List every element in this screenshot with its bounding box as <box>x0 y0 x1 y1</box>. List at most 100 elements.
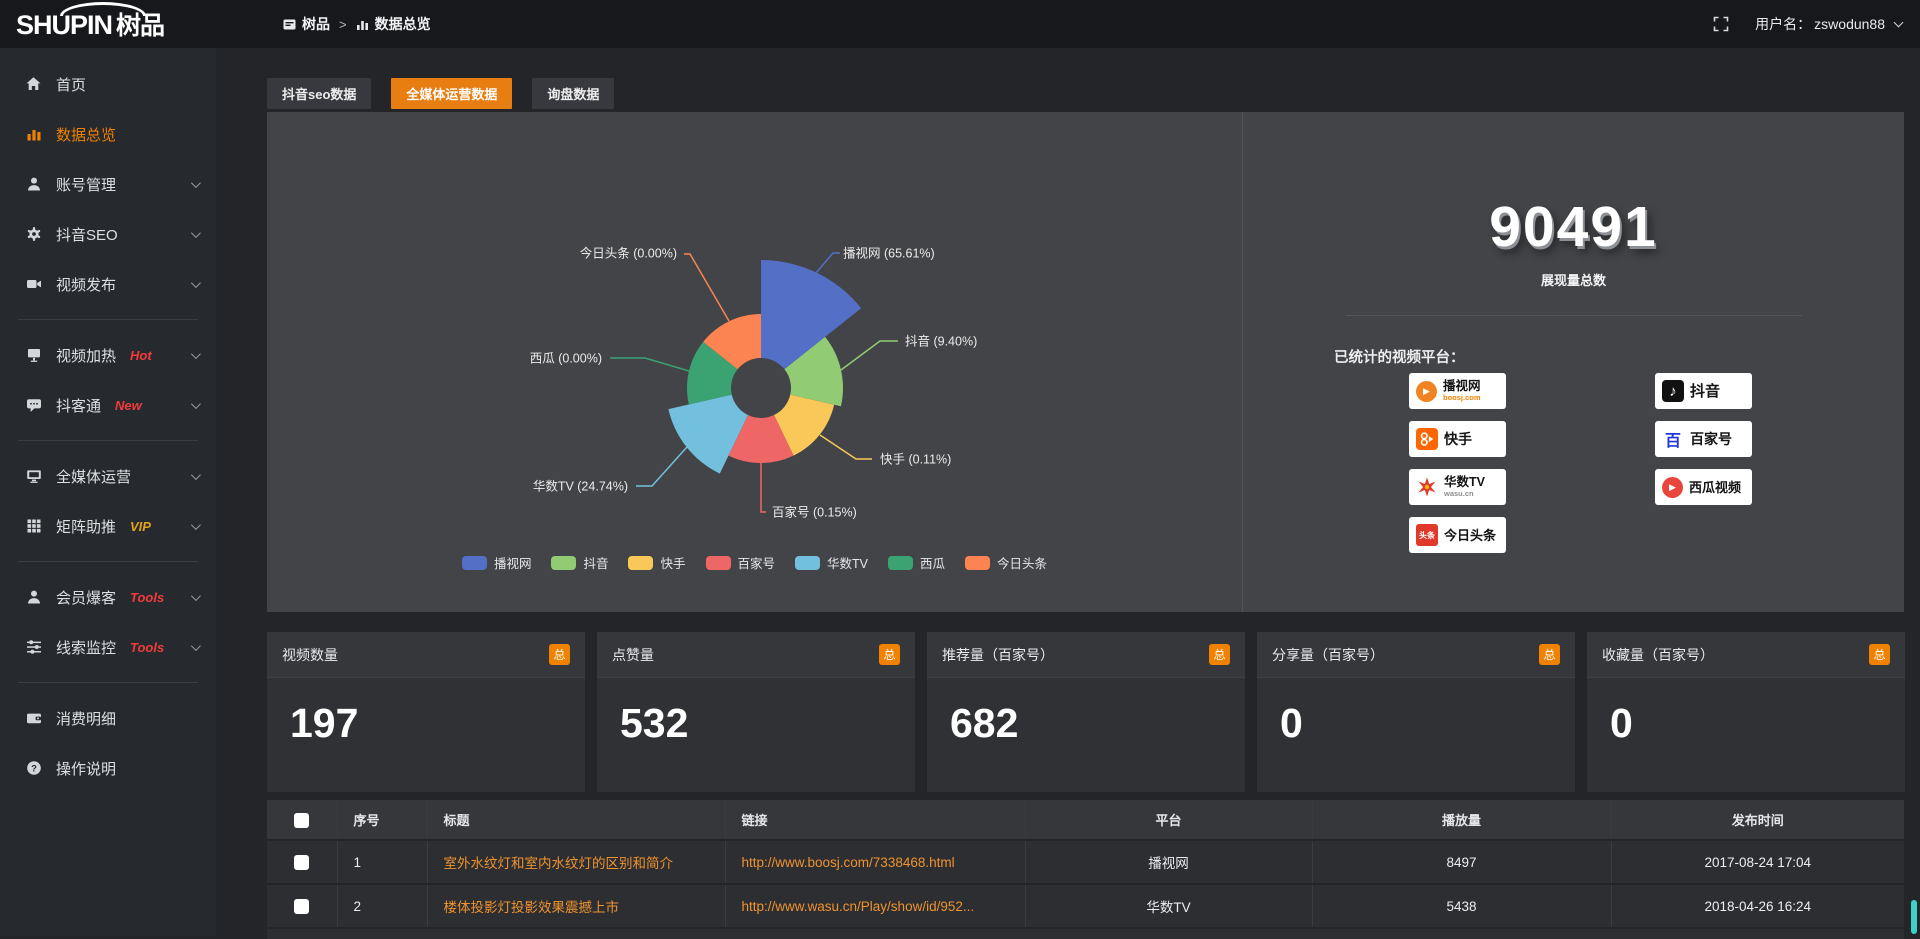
sidebar-item-spend-detail[interactable]: 消费明细 <box>0 693 216 743</box>
fullscreen-button[interactable] <box>1713 16 1729 32</box>
legend-item[interactable]: 百家号 <box>705 553 775 572</box>
legend-swatch <box>965 555 991 570</box>
pie-slice-抖音 <box>784 336 843 407</box>
platform-name: 快手 <box>1444 430 1472 447</box>
sidebar: 首页 数据总览 账号管理 抖音SEO 视频发布 视频加热 Hot <box>0 48 216 936</box>
sidebar-item-label: 消费明细 <box>56 710 117 728</box>
tools-badge: Tools <box>130 639 165 655</box>
sidebar-item-omnimedia[interactable]: 全媒体运营 <box>0 451 216 501</box>
stat-card-favorites: 收藏量（百家号） 总 0 <box>1587 632 1905 792</box>
cell-url-link[interactable]: http://www.boosj.com/7338468.html <box>725 840 1026 885</box>
column-header-title: 标题 <box>427 800 726 841</box>
logo-text-cn: 树品 <box>116 12 165 40</box>
svg-text:西瓜 (0.00%): 西瓜 (0.00%) <box>530 352 602 366</box>
cell-url-link[interactable]: http://www.wasu.cn/Play/show/id/952... <box>725 884 1026 929</box>
top-header: SHUPIN 树品 树品 > 数据总览 用户名： zswodun88 <box>0 0 1920 48</box>
chevron-down-icon <box>190 519 201 530</box>
stat-card-value: 197 <box>290 700 359 746</box>
breadcrumb-item-home[interactable]: 树品 <box>302 16 330 32</box>
stat-card-title: 推荐量（百家号） <box>942 646 1054 663</box>
impressions-total: 90491 <box>1489 195 1658 259</box>
platform-badge-douyin: ♪ 抖音 <box>1655 373 1752 409</box>
tools-badge: Tools <box>130 589 165 605</box>
breadcrumb-item-current[interactable]: 数据总览 <box>374 16 431 32</box>
xigua-logo-icon: ▶ <box>1662 476 1683 498</box>
chevron-down-icon <box>190 469 201 480</box>
user-icon <box>25 176 42 192</box>
cell-title-link[interactable]: 楼体投影灯投影效果震撼上市 <box>427 884 726 929</box>
sidebar-item-matrix-boost[interactable]: 矩阵助推 VIP <box>0 501 216 551</box>
sidebar-item-home[interactable]: 首页 <box>0 59 216 109</box>
new-badge: New <box>115 397 142 413</box>
legend-item[interactable]: 快手 <box>628 553 686 572</box>
row-checkbox[interactable] <box>294 898 310 914</box>
total-badge: 总 <box>549 644 570 665</box>
total-badge: 总 <box>1539 644 1560 665</box>
total-badge: 总 <box>1869 644 1890 665</box>
sidebar-item-douyin-seo[interactable]: 抖音SEO <box>0 209 216 259</box>
tab-omnimedia-data[interactable]: 全媒体运营数据 <box>391 78 513 109</box>
grid-icon <box>25 518 42 534</box>
legend-item[interactable]: 播视网 <box>461 553 532 572</box>
platform-name: 华数TV <box>1444 475 1485 489</box>
legend-item[interactable]: 华数TV <box>795 553 868 572</box>
legend-label: 抖音 <box>583 557 609 571</box>
sidebar-item-label: 抖客通 <box>56 397 102 415</box>
platform-badge-wasu: 华数TV wasu.cn <box>1409 469 1506 505</box>
row-checkbox[interactable] <box>294 854 310 870</box>
sidebar-item-account[interactable]: 账号管理 <box>0 159 216 209</box>
douyin-logo-icon: ♪ <box>1662 380 1684 402</box>
sidebar-item-video-heat[interactable]: 视频加热 Hot <box>0 330 216 380</box>
cell-platform: 播视网 <box>1025 840 1313 885</box>
platform-subtext: boosj.com <box>1443 393 1481 402</box>
select-all-checkbox[interactable] <box>294 812 310 828</box>
sidebar-item-label: 矩阵助推 <box>56 518 117 536</box>
user-menu[interactable]: 用户名： zswodun88 <box>1755 14 1904 34</box>
app-logo: SHUPIN 树品 <box>16 2 216 44</box>
legend-swatch <box>628 555 654 570</box>
boosj-logo-icon: ▶ <box>1416 380 1437 402</box>
sidebar-item-data-overview[interactable]: 数据总览 <box>0 109 216 159</box>
chart-legend: 播视网 抖音 快手 百家号 华数TV 西瓜 今日头条 <box>267 553 1242 572</box>
svg-text:百家号 (0.15%): 百家号 (0.15%) <box>772 505 857 520</box>
table-row-partial <box>267 929 1904 939</box>
sidebar-item-member-growth[interactable]: 会员爆客 Tools <box>0 572 216 622</box>
data-tabs: 抖音seo数据 全媒体运营数据 询盘数据 <box>267 78 615 109</box>
tab-inquiry-data[interactable]: 询盘数据 <box>532 78 615 109</box>
column-header-plays: 播放量 <box>1312 800 1612 841</box>
cell-no: 1 <box>337 840 428 885</box>
sidebar-item-doketong[interactable]: 抖客通 New <box>0 380 216 430</box>
chevron-down-icon <box>190 348 201 359</box>
sidebar-divider <box>18 440 198 441</box>
video-camera-icon <box>25 276 42 292</box>
sidebar-item-help[interactable]: ? 操作说明 <box>0 743 216 793</box>
impressions-summary: 90491 展现量总数 已统计的视频平台： ▶ 播视网 boosj.com 快手 <box>1242 112 1904 612</box>
breadcrumb: 树品 > 数据总览 <box>283 0 431 48</box>
sidebar-divider <box>18 561 198 562</box>
tab-douyin-seo[interactable]: 抖音seo数据 <box>267 78 372 109</box>
pie-slice-华数TV <box>668 394 748 474</box>
platform-name: 百家号 <box>1690 430 1732 447</box>
sidebar-item-lead-monitor[interactable]: 线索监控 Tools <box>0 622 216 672</box>
cell-title-link[interactable]: 室外水纹灯和室内水纹灯的区别和简介 <box>427 840 726 885</box>
platform-share-chart[interactable]: 播视网 (65.61%) 抖音 (9.40%) 快手 (0.11%) 百家号 (0.1… <box>267 112 1242 612</box>
sidebar-item-video-publish[interactable]: 视频发布 <box>0 259 216 309</box>
column-header-no: 序号 <box>337 800 428 841</box>
legend-label: 快手 <box>660 557 686 571</box>
legend-label: 华数TV <box>827 557 868 571</box>
legend-item[interactable]: 今日头条 <box>965 553 1047 572</box>
svg-text:?: ? <box>31 763 37 774</box>
legend-item[interactable]: 西瓜 <box>888 553 945 572</box>
stat-card-shares: 分享量（百家号） 总 0 <box>1257 632 1575 792</box>
legend-item[interactable]: 抖音 <box>551 553 608 572</box>
chevron-down-icon <box>190 277 201 288</box>
scrollbar-thumb[interactable] <box>1911 900 1917 934</box>
stat-card-title: 视频数量 <box>282 646 338 663</box>
chevron-down-icon <box>1893 17 1904 27</box>
sidebar-item-label: 操作说明 <box>56 760 117 778</box>
legend-label: 播视网 <box>493 557 532 571</box>
bar-chart-icon <box>25 126 42 142</box>
cell-plays: 5438 <box>1312 884 1612 929</box>
username-label: 用户名： <box>1755 16 1812 32</box>
pie-slice-西瓜 <box>687 341 738 405</box>
